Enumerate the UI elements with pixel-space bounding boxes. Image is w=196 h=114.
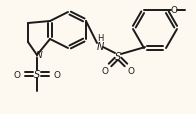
Text: N: N — [36, 51, 42, 60]
Text: S: S — [34, 69, 40, 79]
Text: H: H — [97, 34, 103, 43]
Text: O: O — [128, 66, 134, 75]
Text: S: S — [115, 52, 121, 61]
Text: O: O — [54, 70, 61, 79]
Text: O: O — [102, 66, 109, 75]
Text: N: N — [96, 42, 104, 52]
Text: O: O — [171, 6, 178, 15]
Text: O: O — [14, 70, 21, 79]
